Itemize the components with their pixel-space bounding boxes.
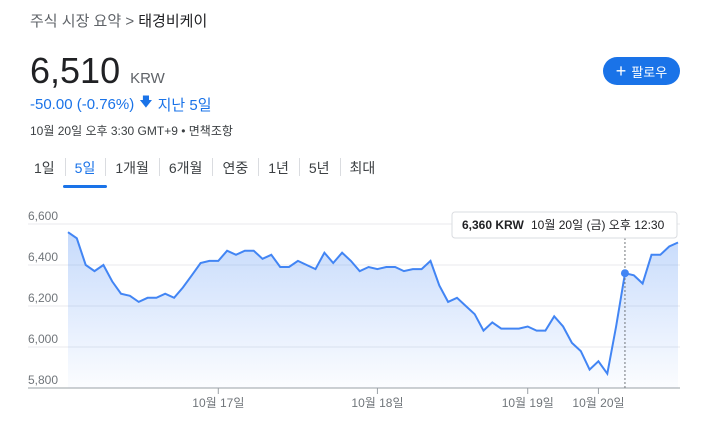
tooltip-price: 6,360 KRW [462,218,524,232]
chart-x-tick-label: 10월 17일 [192,396,244,410]
tab-5y[interactable]: 5년 [298,150,340,190]
follow-button[interactable]: + 팔로우 [603,57,680,85]
range-tabs: 1일 5일 1개월 6개월 연중 1년 5년 최대 [24,150,385,190]
breadcrumb-parent-link[interactable]: 주식 시장 요약 [30,13,122,30]
tab-1d[interactable]: 1일 [34,160,55,176]
chart-y-tick-label: 5,800 [28,373,58,387]
chart-cursor-dot [620,269,629,278]
chart-y-tick-label: 6,600 [28,209,58,223]
follow-button-label: 팔로우 [631,64,668,80]
chart-y-tick-label: 6,400 [28,250,58,264]
breadcrumb: 주식 시장 요약 > 태경비케이 [30,10,207,31]
chart-y-tick-label: 6,200 [28,291,58,305]
breadcrumb-current: 태경비케이 [138,13,208,30]
chart-tooltip: 6,360 KRW 10월 20일 (금) 오후 12:30 [451,211,678,239]
tab-6m[interactable]: 6개월 [158,150,213,190]
breadcrumb-separator: > [125,13,135,30]
tab-ytd[interactable]: 연중 [212,150,258,190]
tab-max[interactable]: 최대 [339,150,386,190]
stock-price: 6,510 [30,50,121,91]
plus-icon: + [615,61,627,81]
tab-1m[interactable]: 1개월 [105,150,159,190]
price-change-period: 지난 5일 [157,96,212,114]
tab-5d[interactable]: 5일 [64,150,106,190]
chart-x-tick-label: 10월 18일 [351,396,403,410]
price-change-value: -50.00 (-0.76%) [30,95,135,113]
tab-1y[interactable]: 1년 [258,150,299,190]
chart-area-fill [68,232,678,388]
timestamp-disclaimer: 10월 20일 오후 3:30 GMT+9 • 면책조항 [30,124,233,138]
chart-price-line [67,231,679,377]
chart-y-tick-label: 6,000 [28,332,58,346]
price-row: 6,510 KRW [30,50,165,92]
currency-label: KRW [130,70,165,87]
chart-x-tick-label: 10월 20일 [572,396,624,410]
tooltip-time: 10월 20일 (금) 오후 12:30 [531,218,665,232]
price-chart[interactable]: 6,600 6,400 6,200 6,000 5,800 10월 17일 10월 18일… [0,200,701,428]
arrow-down-icon: 🡇 [139,94,153,109]
price-change: -50.00 (-0.76%) 🡇 지난 5일 [30,93,212,115]
chart-x-tick-label: 10월 19일 [502,396,554,410]
